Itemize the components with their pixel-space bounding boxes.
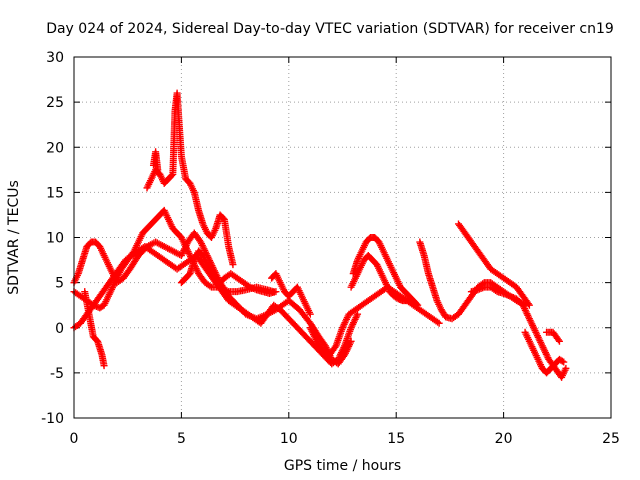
y-tick-label: 0 xyxy=(55,321,64,337)
series-track-f xyxy=(149,148,162,174)
y-tick-label: 5 xyxy=(55,276,64,292)
plot-frame xyxy=(73,56,612,419)
data-point xyxy=(413,300,421,308)
x-tick-labels: 0 5 10 15 20 25 xyxy=(70,431,620,447)
data-point xyxy=(219,214,227,222)
y-tick-label: -10 xyxy=(41,411,64,427)
data-points xyxy=(70,89,570,381)
data-point xyxy=(168,171,176,179)
data-point xyxy=(414,301,422,309)
data-point xyxy=(560,358,568,366)
data-point xyxy=(154,166,162,174)
data-point xyxy=(435,319,443,327)
data-point xyxy=(272,288,280,296)
y-tick-label: 15 xyxy=(46,185,64,201)
x-tick-label: 5 xyxy=(177,431,186,447)
data-point xyxy=(554,336,562,344)
data-point xyxy=(229,261,237,269)
series-track-d xyxy=(81,288,108,370)
y-axis-title: SDTVAR / TECUs xyxy=(6,180,22,295)
series-track-m xyxy=(454,220,533,309)
series-track-k xyxy=(347,252,415,305)
x-tick-label: 10 xyxy=(280,431,298,447)
data-point xyxy=(555,337,563,345)
series-track-h xyxy=(268,270,314,318)
series-track-o xyxy=(521,328,568,377)
x-tick-label: 20 xyxy=(495,431,513,447)
data-point xyxy=(558,357,566,365)
y-tick-label: 25 xyxy=(46,95,64,111)
grid-lines xyxy=(74,57,611,418)
x-axis-title: GPS time / hours xyxy=(284,458,401,474)
data-point xyxy=(434,318,442,326)
data-point xyxy=(347,337,355,345)
data-point xyxy=(524,300,532,308)
data-point xyxy=(492,287,500,295)
x-tick-label: 15 xyxy=(387,431,405,447)
x-tick-label: 0 xyxy=(70,431,79,447)
data-point xyxy=(306,310,314,318)
series-track-c xyxy=(70,243,362,368)
data-point xyxy=(562,364,570,372)
y-tick-labels: -10 -5 0 5 10 15 20 25 30 xyxy=(41,50,64,427)
series-track-g xyxy=(177,247,280,297)
data-point xyxy=(407,295,415,303)
chart-title: Day 024 of 2024, Sidereal Day-to-day VTE… xyxy=(46,21,614,37)
series-track-n xyxy=(467,283,570,381)
series-track-e xyxy=(143,89,237,269)
y-tick-label: 30 xyxy=(46,50,64,66)
data-point xyxy=(206,282,214,290)
y-tick-label: 10 xyxy=(46,231,64,247)
series-track-p xyxy=(543,328,563,345)
x-tick-label: 25 xyxy=(602,431,620,447)
data-point xyxy=(100,362,108,370)
y-tick-label: -5 xyxy=(50,366,64,382)
data-point xyxy=(525,301,533,309)
y-tick-label: 20 xyxy=(46,140,64,156)
